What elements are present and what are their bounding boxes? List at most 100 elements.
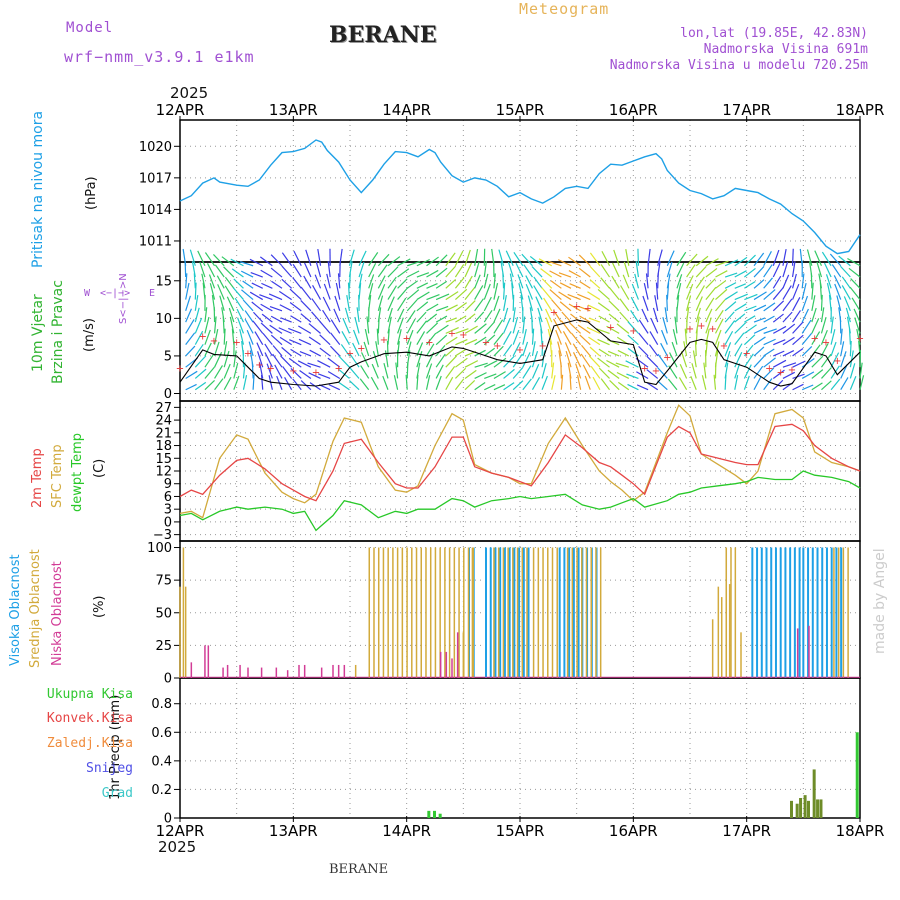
wind-arrow <box>406 270 420 278</box>
wind-arrow <box>503 317 511 334</box>
wind-arrow <box>531 341 536 357</box>
product-title: Meteogram <box>519 0 610 18</box>
wind-arrow <box>724 282 737 289</box>
y-tick-label: 1020 <box>139 140 172 155</box>
wind-arrow <box>695 316 700 334</box>
wind-arrow <box>317 359 331 368</box>
wind-arrow <box>274 364 283 379</box>
wind-arrow <box>377 275 386 289</box>
wind-arrow <box>596 328 610 334</box>
wind-arrow <box>211 294 216 311</box>
wind-arrow <box>724 320 736 334</box>
wind-arrow <box>416 331 426 345</box>
wind-arrow <box>782 350 795 357</box>
wind-gust-mark: + <box>244 349 252 360</box>
wind-arrow <box>763 367 775 379</box>
wind-arrow <box>323 283 331 300</box>
wind-arrow <box>667 378 678 391</box>
wind-arrow <box>223 266 235 278</box>
wind-arrow <box>588 336 601 346</box>
wind-arrow <box>529 307 534 323</box>
wind-arrow <box>782 323 796 334</box>
wind-arrow <box>426 256 439 267</box>
wind-arrow <box>734 351 743 368</box>
wind-arrow <box>666 273 671 289</box>
wind-arrow <box>801 371 815 379</box>
wind-gust-mark: + <box>176 364 184 375</box>
wind-arrow <box>772 300 785 312</box>
wind-arrow <box>820 353 832 368</box>
x-tick-label-top: 12APR <box>156 101 205 119</box>
wind-arrow <box>185 370 198 379</box>
wind-arrow <box>221 307 225 323</box>
wind-arrow <box>231 268 244 278</box>
wind-arrow <box>288 327 302 334</box>
wind-arrow <box>829 253 842 267</box>
wind-arrow <box>568 303 581 312</box>
wind-arrow <box>792 297 801 312</box>
wind-arrow <box>753 355 766 368</box>
wind-arrow <box>588 355 601 368</box>
wind-arrow <box>317 373 331 380</box>
wind-arrow <box>763 289 776 301</box>
wind-arrow <box>445 252 456 267</box>
wind-gust-mark: + <box>652 366 660 377</box>
wind-arrow <box>577 293 591 301</box>
wind-arrow <box>606 359 620 368</box>
wind-arrow <box>643 282 649 300</box>
wind-arrow <box>714 329 722 345</box>
wind-arrow <box>820 294 823 311</box>
footer-station: BERANE <box>329 862 389 877</box>
wind-arrow <box>647 248 651 266</box>
wind-arrow <box>288 357 302 368</box>
wind-arrow <box>801 332 813 346</box>
wind-arrow <box>801 283 807 300</box>
wind-arrow <box>435 305 449 312</box>
wind-arrow <box>724 311 735 323</box>
wind-arrow <box>305 249 312 266</box>
precip-bar <box>819 799 823 818</box>
wind-arrow <box>579 315 591 323</box>
wind-arrow <box>308 336 321 346</box>
wind-gust-mark: + <box>425 337 433 348</box>
x-tick-label-bottom: 13APR <box>269 822 318 840</box>
precip-bar <box>816 799 820 818</box>
wind-arrow <box>455 348 467 357</box>
wind-arrow <box>406 350 411 368</box>
wind-arrow <box>425 343 435 357</box>
wind-arrow <box>820 307 825 323</box>
wind-arrow <box>601 250 611 267</box>
y-tick-label: 50 <box>155 606 172 621</box>
wind-arrow <box>600 277 610 289</box>
wind-arrow <box>493 332 504 346</box>
wind-arrow <box>575 363 582 379</box>
wind-arrow <box>650 318 659 334</box>
wind-arrow <box>734 270 747 278</box>
wind-arrow <box>791 273 797 289</box>
wind-arrow <box>849 375 857 390</box>
wind-arrow <box>562 331 572 345</box>
wind-arrow <box>811 295 816 311</box>
wind-arrow <box>300 299 312 312</box>
wind-arrow <box>529 255 543 267</box>
wind-arrow <box>820 342 829 357</box>
x-tick-label-bottom: 14APR <box>382 822 431 840</box>
wind-arrow <box>493 295 500 312</box>
x-tick-label-top: 15APR <box>496 101 545 119</box>
wind-arrow <box>830 352 840 368</box>
wind-arrow <box>801 346 813 357</box>
wind-arrow <box>744 315 756 323</box>
wind-arrow <box>512 342 521 357</box>
wind-arrow <box>523 264 533 278</box>
wind-arrow <box>474 248 479 266</box>
wind-arrow <box>772 249 780 266</box>
wind-arrow <box>569 322 582 334</box>
wind-arrow <box>244 318 254 334</box>
wind-arrow <box>743 344 754 357</box>
wind-arrow <box>522 378 532 391</box>
wind-arrow <box>376 328 379 345</box>
wind-arrow <box>363 341 370 357</box>
wind-arrow <box>646 355 659 368</box>
wind-arrow <box>358 273 363 289</box>
